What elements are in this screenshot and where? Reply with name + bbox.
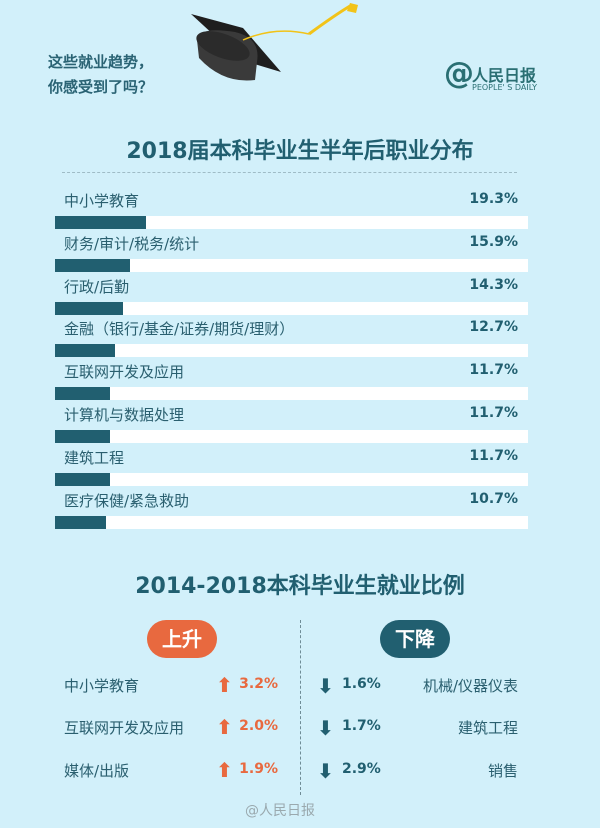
divider — [62, 172, 517, 173]
arrow-down-icon: ⬇ — [317, 759, 334, 783]
trend-title: 2014-2018本科毕业生就业比例 — [135, 574, 465, 599]
column-divider — [300, 620, 301, 795]
bar-value-label: 10.7% — [469, 490, 518, 507]
rise-item-name: 媒体/出版 — [64, 762, 130, 780]
rise-item-value: 2.0% — [239, 718, 278, 734]
rise-item-value: 1.9% — [239, 761, 278, 777]
bar-label: 行政/后勤 — [64, 277, 130, 296]
fall-item-name: 建筑工程 — [457, 719, 518, 737]
arrow-up-icon: ⬆ — [216, 715, 233, 739]
bar-label: 中小学教育 — [64, 192, 140, 210]
bar — [55, 430, 111, 443]
bar — [55, 344, 116, 358]
rise-badge: 上升 — [147, 620, 217, 658]
intro-line-1: 这些就业趋势， — [48, 53, 154, 71]
arrow-down-icon: ⬇ — [317, 716, 334, 740]
bar-track — [55, 216, 528, 229]
watermark: @人民日报 — [245, 803, 315, 819]
rise-item-value: 3.2% — [239, 676, 278, 692]
bar-label: 建筑工程 — [64, 448, 125, 467]
intro-text: 这些就业趋势， 你感受到了吗？ — [48, 50, 153, 100]
fall-item-name: 机械/仪器仪表 — [422, 677, 518, 695]
bar — [55, 258, 131, 272]
arrow-up-icon: ⬆ — [216, 673, 233, 697]
bar-label: 计算机与数据处理 — [64, 406, 185, 424]
bar-value-label: 15.9% — [469, 233, 518, 250]
bar-value-label: 11.7% — [469, 405, 518, 421]
bar-label: 互联网开发及应用 — [64, 363, 185, 382]
bar-value-label: 11.7% — [469, 362, 518, 379]
bar-value-label: 11.7% — [469, 447, 518, 464]
bar-track — [55, 472, 528, 486]
bar-track — [55, 430, 528, 443]
bar-track — [55, 258, 528, 272]
bar-label: 金融（银行/基金/证券/期货/理财） — [64, 320, 295, 339]
chart-title: 2018届本科毕业生半年后职业分布 — [126, 139, 474, 164]
rise-item-name: 中小学教育 — [64, 677, 140, 695]
bar-track — [55, 344, 528, 358]
fall-item-value: 1.6% — [342, 676, 381, 692]
graduation-cap-icon — [191, 3, 358, 81]
bar-value-label: 19.3% — [469, 191, 518, 207]
intro-line-2: 你感受到了吗？ — [48, 78, 154, 96]
bar — [55, 387, 111, 401]
bar-track — [55, 387, 528, 401]
fall-item-value: 1.7% — [342, 718, 381, 734]
bar — [55, 301, 123, 315]
logo-en: PEOPLE' S DAILY — [472, 83, 538, 92]
bar — [55, 472, 111, 486]
fall-item-value: 2.9% — [342, 761, 381, 777]
bar — [55, 216, 147, 229]
logo-name: 人民日报 — [472, 66, 537, 85]
bar-label: 医疗保健/紧急救助 — [64, 491, 190, 510]
bar-label: 财务/审计/税务/统计 — [64, 234, 200, 253]
arrow-down-icon: ⬇ — [317, 674, 334, 698]
arrow-up-icon: ⬆ — [216, 758, 233, 782]
fall-item-name: 销售 — [487, 762, 518, 780]
bar — [55, 515, 106, 529]
bar-value-label: 14.3% — [469, 276, 518, 293]
peoples-daily-logo: @ 人民日报 PEOPLE' S DAILY — [444, 56, 554, 100]
logo-at-icon: @ — [444, 56, 474, 91]
bar-track — [55, 301, 528, 315]
fall-badge: 下降 — [380, 620, 450, 658]
bar-track — [55, 515, 528, 529]
bar-value-label: 12.7% — [469, 319, 518, 336]
rise-item-name: 互联网开发及应用 — [64, 719, 185, 737]
